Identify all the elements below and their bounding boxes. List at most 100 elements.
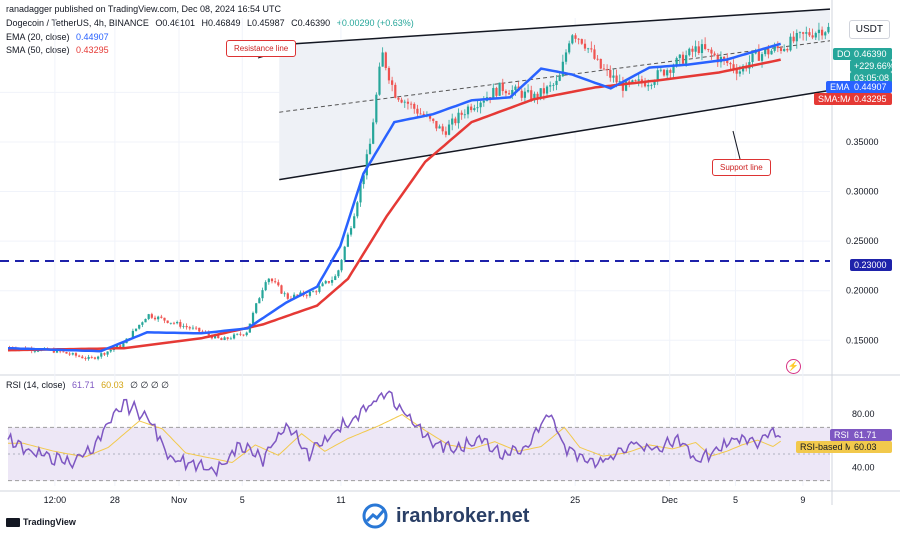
candle-body [337, 270, 340, 277]
candle-body [84, 358, 87, 360]
change-chip: +229.66% [850, 60, 895, 72]
candle-body [669, 70, 672, 73]
candle-body [353, 216, 356, 229]
candle-body [277, 282, 280, 286]
candle-body [413, 103, 416, 109]
candle-body [141, 322, 144, 325]
candle-body [779, 48, 783, 51]
ema-legend[interactable]: EMA (20, close) 0.44907 [6, 32, 113, 42]
candle-body [315, 291, 318, 293]
candle-body [406, 101, 410, 104]
candle-body [131, 330, 134, 339]
candle-body [530, 90, 533, 101]
candle-body [283, 293, 286, 295]
candle-body [378, 66, 381, 95]
ohlc-open: O0.46101 [155, 18, 195, 28]
rsi-ma-tag-chip: RSI-based MA [796, 441, 863, 453]
candle-body [217, 335, 220, 339]
candle-body [716, 55, 719, 63]
candle-body [643, 82, 647, 87]
ohlc-low: L0.45987 [247, 18, 285, 28]
channel-midline [279, 40, 831, 113]
candle-body [334, 276, 337, 280]
tradingview-logo[interactable]: TradingView [6, 517, 76, 527]
candle-body [587, 48, 590, 50]
rsi-legend[interactable]: RSI (14, close) 61.71 60.03 ∅ ∅ ∅ ∅ [6, 380, 173, 391]
candle-body [311, 291, 315, 293]
lightning-icon[interactable]: ⚡ [786, 359, 801, 374]
candle-body [817, 29, 821, 34]
price-tick-label: 0.25000 [846, 236, 879, 246]
candle-body [824, 32, 827, 36]
candle-body [672, 66, 675, 73]
candle-body [270, 278, 274, 282]
candle-body [473, 108, 476, 111]
candle-body [176, 322, 179, 324]
time-tick-label: 28 [110, 495, 120, 505]
currency-button[interactable]: USDT [848, 20, 890, 39]
rsi-tick-label: 80.00 [852, 409, 875, 419]
candle-body [786, 49, 789, 51]
resistance-line [279, 8, 831, 46]
candle-body [463, 114, 466, 116]
candle-body [555, 80, 558, 85]
candle-body [678, 54, 681, 59]
price-tick-label: 0.15000 [846, 335, 879, 345]
candle-body [738, 71, 742, 74]
candle-body [100, 353, 103, 357]
candle-body [713, 53, 716, 56]
candle-body [647, 85, 650, 87]
candle-body [722, 56, 726, 59]
candle-body [381, 52, 384, 67]
candle-body [685, 55, 688, 64]
candle-body [574, 35, 577, 39]
candle-body [593, 49, 596, 59]
candle-body [564, 52, 568, 62]
candle-body [675, 58, 678, 67]
candle-body [185, 325, 188, 328]
candle-body [767, 49, 770, 55]
ema-tag-chip: EMA [826, 81, 854, 93]
time-tick-label: 11 [336, 495, 345, 505]
candle-body [245, 332, 248, 336]
candle-body [618, 81, 621, 83]
candle-body [482, 100, 485, 103]
sma-line [7, 58, 781, 352]
candle-body [606, 69, 609, 71]
candle-body [179, 322, 182, 327]
ohlc-change: +0.00290 (+0.63%) [336, 18, 414, 28]
ema-legend-value: 0.44907 [76, 32, 109, 42]
candle-body [153, 317, 157, 320]
candle-body [150, 314, 153, 318]
rsi-ma-line [8, 413, 781, 464]
candle-body [223, 337, 226, 341]
support-line [279, 89, 831, 181]
ema-price-chip: 0.44907 [850, 81, 892, 93]
candle-body [805, 32, 808, 34]
publisher-line: ranadagger published on TradingView.com,… [6, 4, 282, 14]
watermark-text: iranbroker.net [396, 504, 530, 527]
candle-body [441, 126, 444, 132]
candle-body [106, 351, 109, 355]
sma-legend[interactable]: SMA (50, close) 0.43295 [6, 45, 113, 55]
candle-body [36, 350, 40, 352]
candle-body [403, 101, 406, 103]
candle-body [346, 234, 349, 247]
candle-body [109, 349, 112, 352]
candle-body [710, 49, 713, 54]
candle-body [792, 36, 795, 42]
candles [8, 22, 830, 361]
watermark-icon [362, 503, 388, 529]
time-tick-label: 5 [733, 495, 738, 505]
time-tick-label: 9 [800, 495, 805, 505]
candle-body [656, 70, 659, 82]
grid [0, 0, 900, 505]
symbol-name: Dogecoin / TetherUS, 4h, BINANCE [6, 18, 149, 28]
candle-body [789, 36, 792, 51]
support-annotation: Support line [712, 159, 771, 176]
sma-legend-label: SMA (50, close) [6, 45, 70, 55]
candle-body [144, 318, 147, 323]
candle-body [827, 26, 830, 33]
candle-body [773, 46, 776, 51]
